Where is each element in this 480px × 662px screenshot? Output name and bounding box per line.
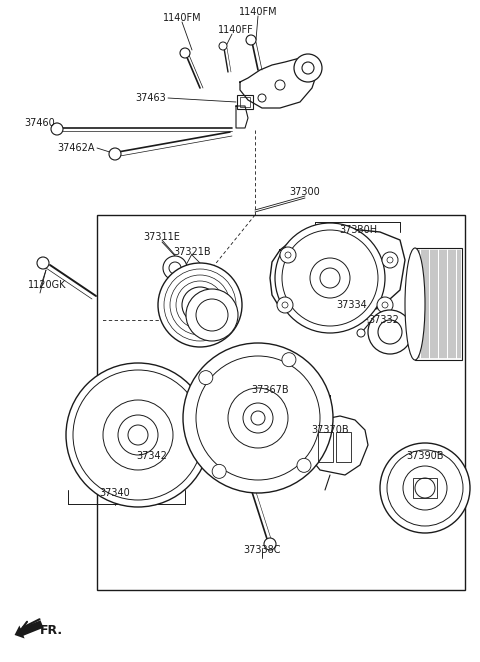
Text: 37390B: 37390B [406,451,444,461]
Circle shape [243,403,273,433]
Circle shape [180,48,190,58]
Circle shape [382,302,388,308]
Text: 37300: 37300 [289,187,320,197]
Circle shape [378,320,402,344]
Circle shape [403,466,447,510]
Circle shape [380,443,470,533]
Text: FR.: FR. [40,624,63,636]
Circle shape [387,450,463,526]
Circle shape [297,458,311,473]
Circle shape [368,310,412,354]
Circle shape [377,297,393,313]
Circle shape [320,268,340,288]
Circle shape [285,252,291,258]
Circle shape [213,440,233,460]
Circle shape [66,363,210,507]
Circle shape [183,343,333,493]
Text: 37338C: 37338C [243,545,281,555]
Circle shape [282,302,288,308]
Text: 1120GK: 1120GK [28,280,67,290]
Circle shape [158,263,242,347]
Text: 37340: 37340 [100,488,131,498]
Circle shape [196,299,228,331]
Ellipse shape [405,248,425,360]
Circle shape [212,464,226,479]
Text: 37462A: 37462A [58,143,95,153]
Circle shape [51,123,63,135]
Circle shape [169,262,181,274]
Circle shape [382,252,398,268]
Circle shape [282,353,296,367]
Circle shape [196,356,320,480]
Bar [200,427,218,443]
Bar [97,215,465,590]
Text: 37370B: 37370B [311,425,349,435]
Circle shape [282,230,378,326]
Text: 1140FF: 1140FF [218,25,254,35]
Circle shape [294,54,322,82]
Text: 1140FM: 1140FM [163,13,201,23]
Circle shape [37,257,49,269]
Circle shape [275,80,285,90]
Circle shape [128,425,148,445]
Text: 37367B: 37367B [251,385,289,395]
Circle shape [163,256,187,280]
Circle shape [251,411,265,425]
Text: 1140FM: 1140FM [239,7,277,17]
Text: 37321B: 37321B [173,247,211,257]
Circle shape [109,148,121,160]
Circle shape [275,223,385,333]
Circle shape [415,478,435,498]
Text: 37460: 37460 [24,118,55,128]
Circle shape [103,400,173,470]
Circle shape [357,329,365,337]
Circle shape [186,289,238,341]
Circle shape [280,247,296,263]
Circle shape [182,287,218,323]
Circle shape [203,430,243,470]
Circle shape [310,258,350,298]
Circle shape [258,94,266,102]
FancyArrow shape [14,620,44,639]
Circle shape [199,371,213,385]
Circle shape [246,35,256,45]
Bar [415,248,462,360]
Bar [336,432,351,462]
Circle shape [176,281,224,329]
Circle shape [192,297,208,313]
Circle shape [228,388,288,448]
Circle shape [73,370,203,500]
Circle shape [387,257,393,263]
Bar [240,97,250,107]
Circle shape [302,62,314,74]
Circle shape [277,297,293,313]
Text: 37342: 37342 [137,451,168,461]
Text: 37334: 37334 [336,300,367,310]
Circle shape [170,275,230,335]
Bar [200,409,218,425]
Circle shape [118,415,158,455]
Bar [237,95,253,109]
Circle shape [264,538,276,550]
Bar [413,478,437,498]
Text: 37463: 37463 [135,93,166,103]
Text: 37311E: 37311E [144,232,180,242]
Circle shape [219,42,227,50]
Bar [200,445,218,461]
Text: 37332: 37332 [368,315,399,325]
Text: 37330H: 37330H [339,225,377,235]
Circle shape [164,269,236,341]
Bar [318,432,333,462]
